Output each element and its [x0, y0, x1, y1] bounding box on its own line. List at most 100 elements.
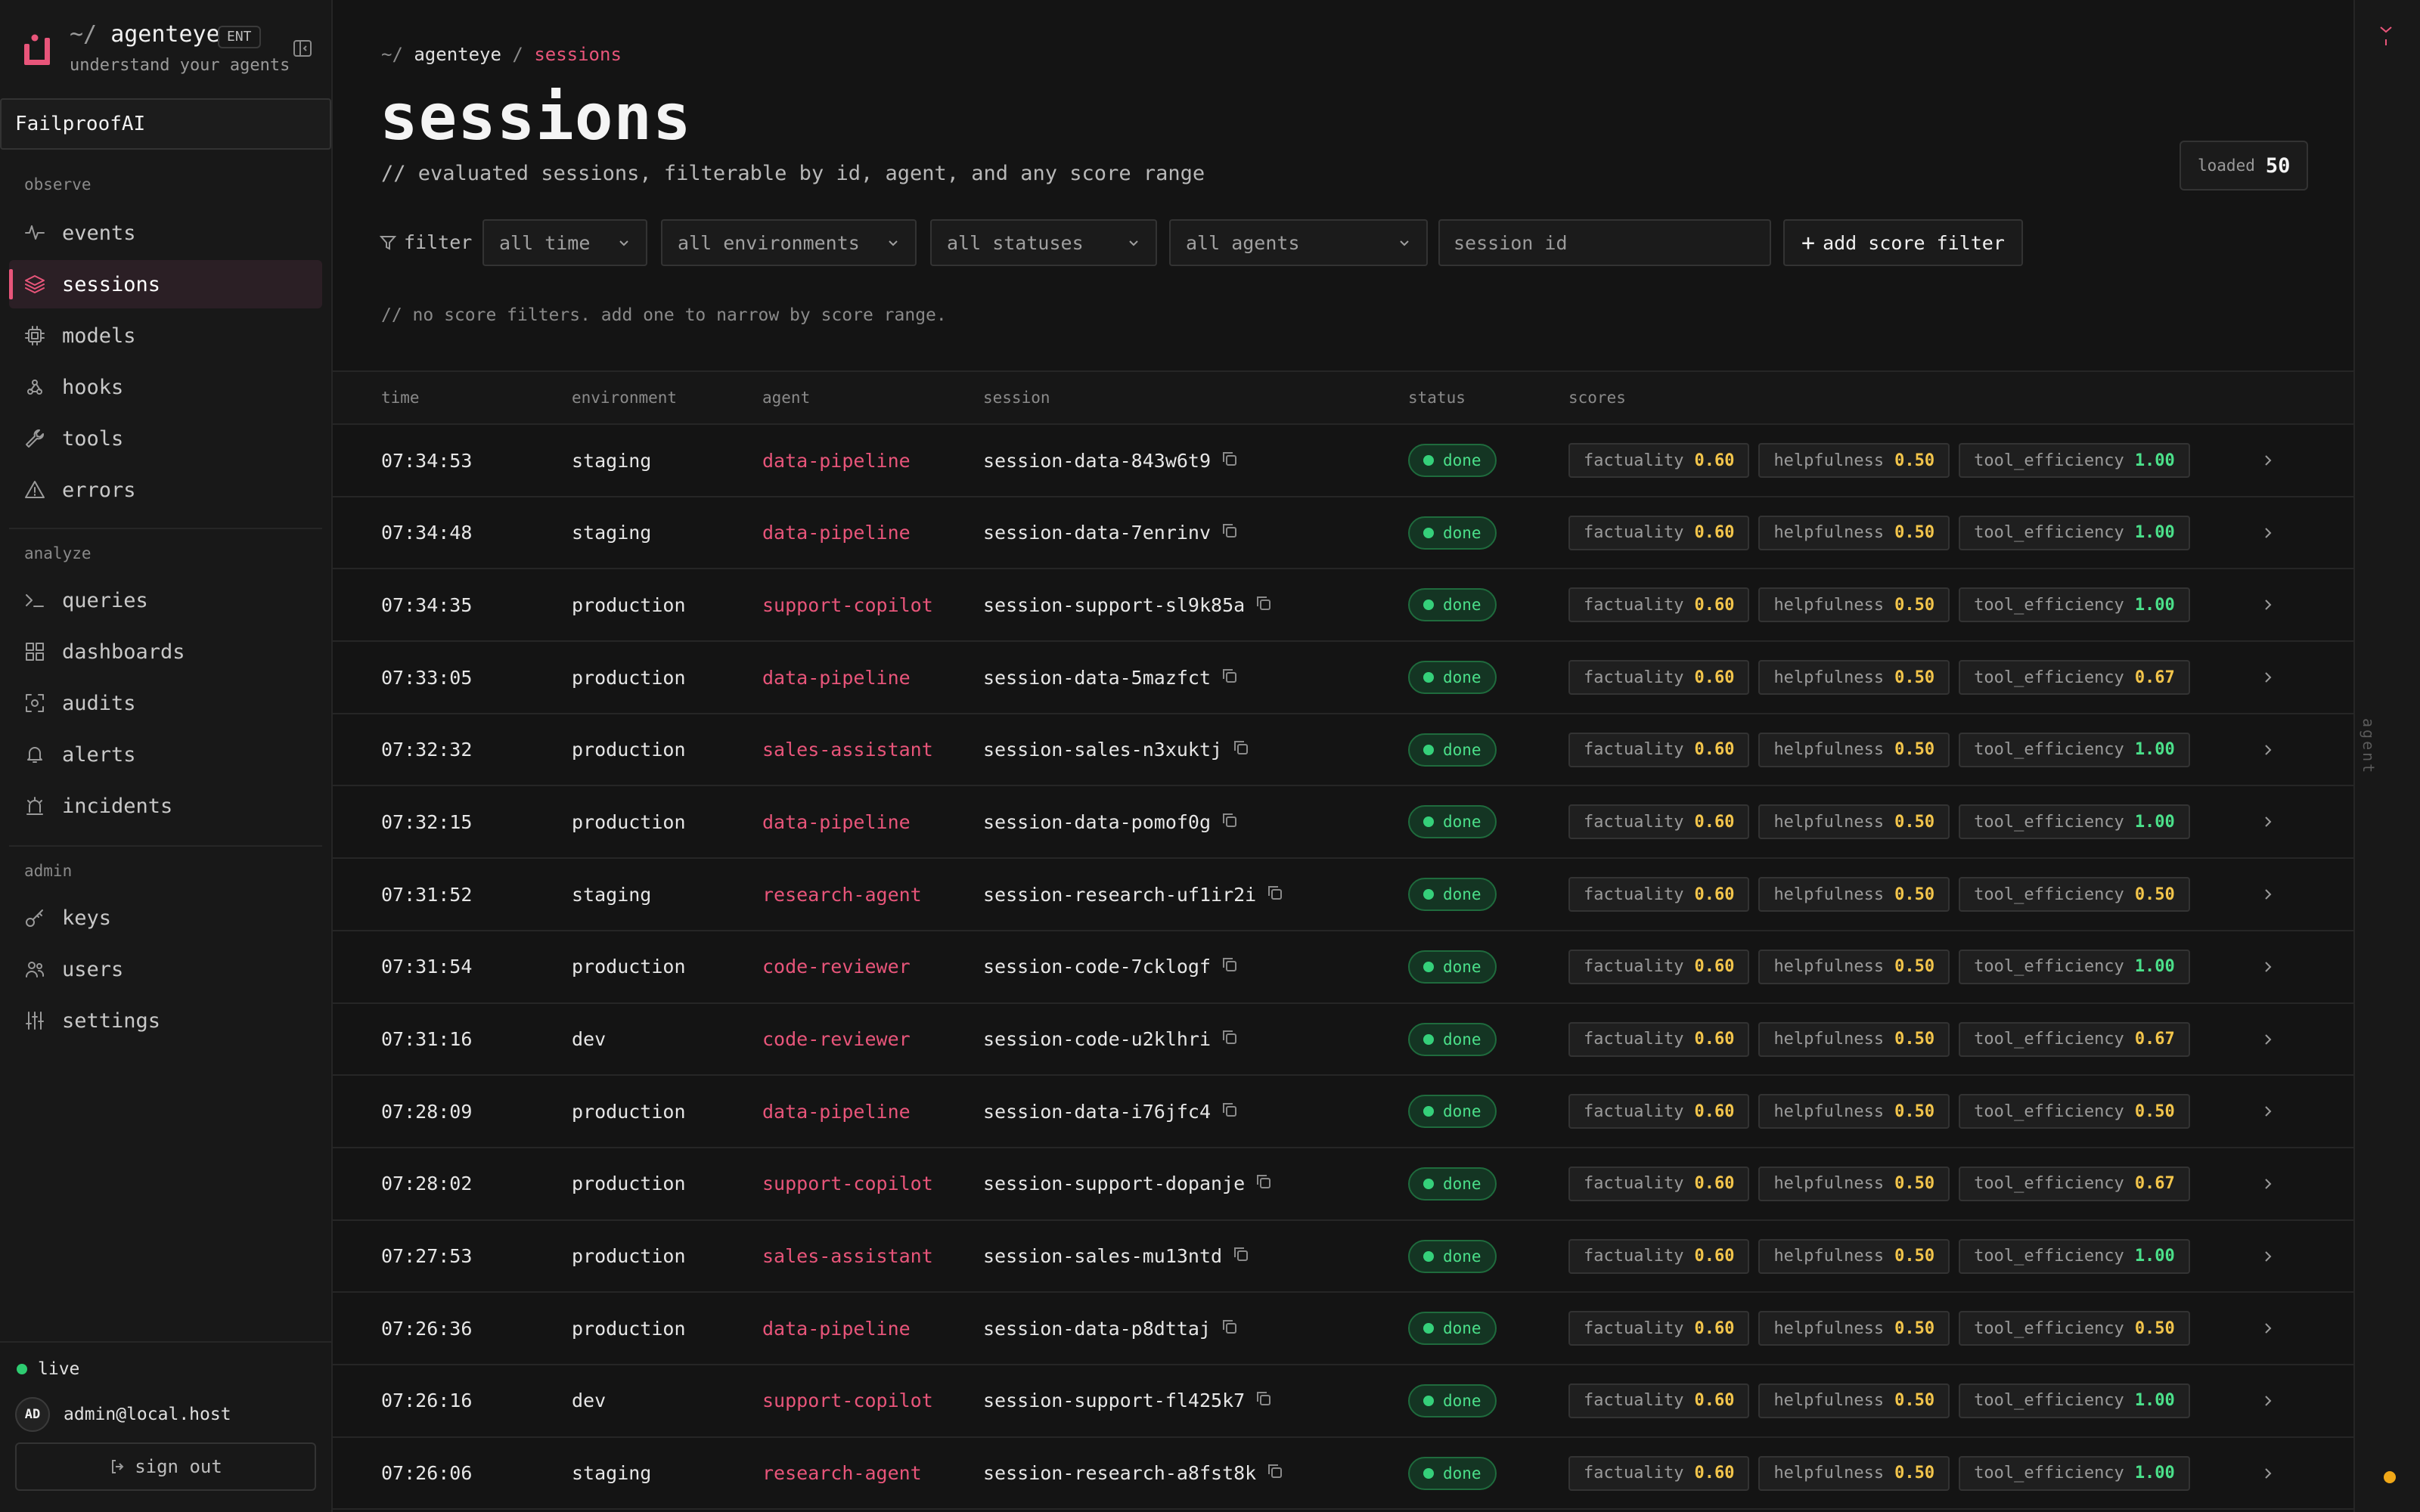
- chevron-right-icon[interactable]: [2260, 1221, 2276, 1292]
- sidebar-item-settings[interactable]: settings: [9, 996, 322, 1045]
- copy-icon[interactable]: [1222, 739, 1249, 761]
- chevron-right-icon[interactable]: [2260, 1365, 2276, 1436]
- column-header-status[interactable]: status: [1408, 389, 1466, 407]
- sidebar-item-models[interactable]: models: [9, 311, 322, 360]
- copy-icon[interactable]: [1222, 1245, 1249, 1267]
- row-agent-link[interactable]: code-reviewer: [762, 1028, 911, 1050]
- table-row[interactable]: 07:34:48 staging data-pipeline session-data…: [333, 497, 2353, 570]
- add-score-filter-button[interactable]: + add score filter: [1783, 219, 2023, 266]
- row-agent-link[interactable]: data-pipeline: [762, 449, 911, 472]
- copy-icon[interactable]: [1245, 1390, 1272, 1411]
- row-agent-link[interactable]: code-reviewer: [762, 956, 911, 978]
- panel-toggle-icon[interactable]: [2378, 23, 2394, 50]
- agent-select[interactable]: all agents: [1169, 219, 1428, 266]
- copy-icon[interactable]: [1256, 1462, 1283, 1484]
- chevron-right-icon[interactable]: [2260, 425, 2276, 496]
- row-agent-link[interactable]: data-pipeline: [762, 1100, 911, 1123]
- row-agent-link[interactable]: sales-assistant: [762, 739, 933, 761]
- breadcrumb-root[interactable]: agenteye: [414, 44, 501, 65]
- workspace-selector[interactable]: FailproofAI: [0, 98, 331, 150]
- sidebar-item-hooks[interactable]: hooks: [9, 363, 322, 411]
- column-header-time[interactable]: time: [381, 389, 420, 407]
- table-row[interactable]: 07:26:16 dev support-copilot session-suppor…: [333, 1365, 2353, 1438]
- row-scores: factuality 0.60 helpfulness 0.50 tool_effici…: [1568, 1438, 2199, 1509]
- row-time: 07:31:16: [381, 1028, 473, 1050]
- column-header-agent[interactable]: agent: [762, 389, 811, 407]
- session-id-input[interactable]: [1438, 219, 1771, 266]
- table-row[interactable]: 07:28:09 production data-pipeline session-d…: [333, 1076, 2353, 1148]
- copy-icon[interactable]: [1211, 811, 1238, 833]
- sign-out-button[interactable]: sign out: [15, 1442, 316, 1491]
- row-agent-link[interactable]: data-pipeline: [762, 1317, 911, 1340]
- page-title: sessions: [380, 80, 692, 154]
- chevron-right-icon[interactable]: [2260, 497, 2276, 569]
- score-value: 0.60: [1694, 885, 1735, 904]
- row-agent-link[interactable]: sales-assistant: [762, 1245, 933, 1268]
- copy-icon[interactable]: [1211, 1101, 1238, 1123]
- chevron-right-icon[interactable]: [2260, 1004, 2276, 1075]
- column-header-scores[interactable]: scores: [1568, 389, 1626, 407]
- chevron-right-icon[interactable]: [2260, 931, 2276, 1002]
- copy-icon[interactable]: [1211, 522, 1238, 544]
- copy-icon[interactable]: [1211, 1028, 1238, 1050]
- chevron-right-icon[interactable]: [2260, 642, 2276, 713]
- row-agent-link[interactable]: support-copilot: [762, 1173, 933, 1195]
- sidebar-item-dashboards[interactable]: dashboards: [9, 627, 322, 676]
- table-row[interactable]: 07:26:36 production data-pipeline session-d…: [333, 1293, 2353, 1365]
- row-agent-link[interactable]: research-agent: [762, 1462, 922, 1485]
- table-row[interactable]: 07:31:54 production code-reviewer session-c…: [333, 931, 2353, 1004]
- table-row[interactable]: 07:28:02 production support-copilot session…: [333, 1148, 2353, 1221]
- chevron-right-icon[interactable]: [2260, 1076, 2276, 1147]
- table-row[interactable]: 07:32:32 production sales-assistant session…: [333, 714, 2353, 787]
- table-row[interactable]: 07:26:06 staging research-agent session-res…: [333, 1438, 2353, 1510]
- score-filters-empty-note: // no score filters. add one to narrow b…: [381, 305, 947, 325]
- table-row[interactable]: 07:34:35 production support-copilot session…: [333, 569, 2353, 643]
- chevron-right-icon[interactable]: [2260, 1438, 2276, 1509]
- chevron-right-icon[interactable]: [2260, 1148, 2276, 1219]
- row-agent-link[interactable]: support-copilot: [762, 593, 933, 616]
- sidebar-item-sessions[interactable]: sessions: [9, 260, 322, 308]
- column-header-session[interactable]: session: [983, 389, 1050, 407]
- chevron-right-icon[interactable]: [2260, 714, 2276, 785]
- sidebar-item-audits[interactable]: audits: [9, 679, 322, 727]
- row-agent-link[interactable]: data-pipeline: [762, 522, 911, 544]
- copy-icon[interactable]: [1245, 594, 1272, 616]
- row-agent-link[interactable]: data-pipeline: [762, 666, 911, 689]
- sidebar-item-incidents[interactable]: incidents: [9, 782, 322, 830]
- sidebar-collapse-icon[interactable]: [292, 38, 313, 59]
- chevron-right-icon[interactable]: [2260, 569, 2276, 640]
- sidebar-item-alerts[interactable]: alerts: [9, 730, 322, 779]
- table-row[interactable]: 07:33:05 production data-pipeline session-d…: [333, 642, 2353, 714]
- copy-icon[interactable]: [1211, 1318, 1238, 1340]
- score-name: tool_efficiency: [1974, 1318, 2124, 1338]
- copy-icon[interactable]: [1211, 450, 1238, 472]
- time-range-select[interactable]: all time: [482, 219, 647, 266]
- sidebar-item-tools[interactable]: tools: [9, 414, 322, 463]
- sidebar-item-errors[interactable]: errors: [9, 466, 322, 514]
- table-row[interactable]: 07:31:52 staging research-agent session-res…: [333, 859, 2353, 931]
- sidebar-item-keys[interactable]: keys: [9, 894, 322, 942]
- copy-icon[interactable]: [1211, 667, 1238, 689]
- chevron-right-icon[interactable]: [2260, 859, 2276, 930]
- copy-icon[interactable]: [1245, 1173, 1272, 1194]
- notification-dot-icon[interactable]: [2384, 1471, 2396, 1483]
- sidebar-item-events[interactable]: events: [9, 209, 322, 257]
- row-agent-link[interactable]: research-agent: [762, 883, 922, 906]
- score-value: 1.00: [2134, 523, 2175, 543]
- chevron-right-icon[interactable]: [2260, 786, 2276, 857]
- environment-select[interactable]: all environments: [661, 219, 917, 266]
- status-select[interactable]: all statuses: [930, 219, 1157, 266]
- chevron-right-icon[interactable]: [2260, 1293, 2276, 1364]
- row-status: done: [1408, 1438, 1497, 1509]
- column-header-environment[interactable]: environment: [572, 389, 678, 407]
- table-row[interactable]: 07:27:53 production sales-assistant session…: [333, 1221, 2353, 1294]
- copy-icon[interactable]: [1211, 956, 1238, 978]
- row-agent-link[interactable]: support-copilot: [762, 1390, 933, 1412]
- row-agent-link[interactable]: data-pipeline: [762, 810, 911, 833]
- table-row[interactable]: 07:31:16 dev code-reviewer session-code-u2k…: [333, 1004, 2353, 1077]
- copy-icon[interactable]: [1256, 884, 1283, 906]
- table-row[interactable]: 07:34:53 staging data-pipeline session-data…: [333, 425, 2353, 497]
- sidebar-item-users[interactable]: users: [9, 945, 322, 993]
- table-row[interactable]: 07:32:15 production data-pipeline session-d…: [333, 786, 2353, 860]
- sidebar-item-queries[interactable]: queries: [9, 576, 322, 624]
